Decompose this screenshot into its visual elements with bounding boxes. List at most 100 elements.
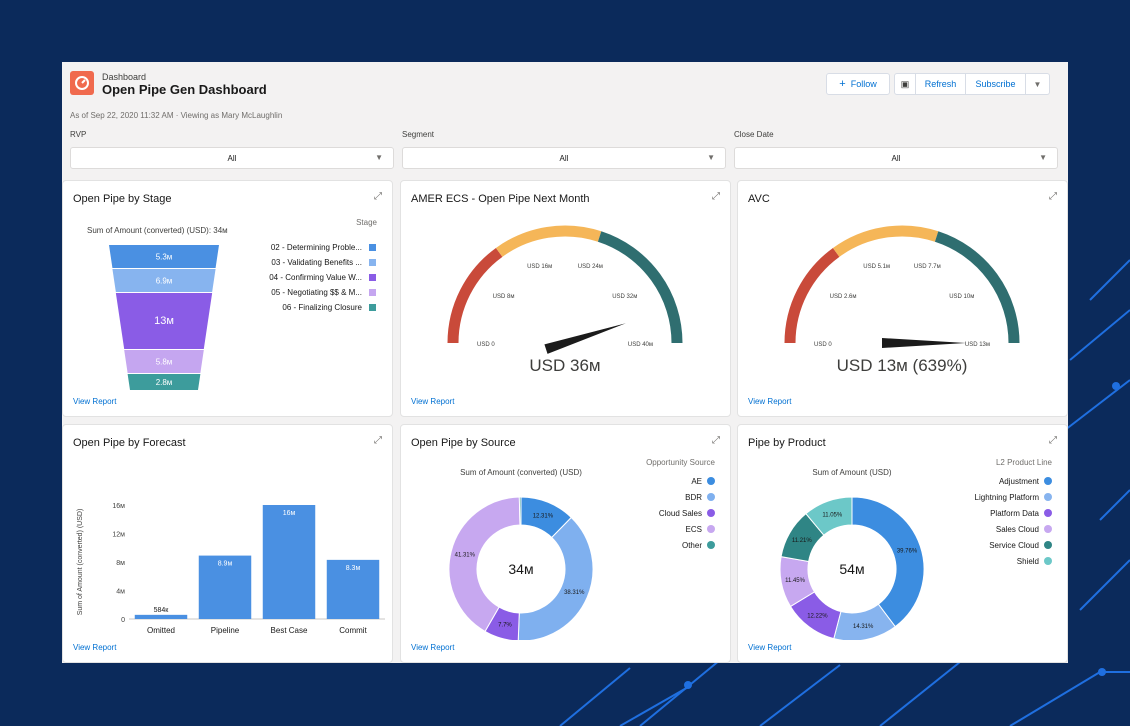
gauge-value: USD 13м (639%) — [837, 356, 968, 375]
expand-icon[interactable]: ⤢ — [374, 191, 382, 202]
gauge-tick-label: USD 13м — [965, 342, 990, 348]
legend-label: ECS — [686, 525, 702, 534]
layers-icon: ▣ — [900, 78, 910, 89]
card-open-pipe-by-forecast: Open Pipe by Forecast ⤢ 0 4м 8м 12м 16м Sum o… — [62, 424, 393, 663]
donut-slice-label: 11.45% — [785, 578, 806, 584]
view-report-link[interactable]: View Report — [411, 397, 455, 406]
more-actions-button[interactable]: ▼ — [1026, 73, 1050, 95]
bar-value-label: 16м — [283, 510, 296, 517]
legend-label: Lightning Platform — [975, 493, 1040, 502]
expand-icon[interactable]: ⤢ — [1049, 435, 1057, 446]
gauge-band — [597, 231, 683, 344]
bar — [326, 559, 380, 619]
follow-label: Follow — [850, 79, 877, 89]
legend-swatch — [1044, 541, 1052, 549]
donut-slice — [851, 496, 925, 628]
gauge-tick-label: USD 40м — [628, 342, 653, 348]
donut-slice-label: 39.76% — [897, 549, 918, 555]
gauge-tick-label: USD 0 — [477, 342, 495, 348]
filter-select-close-date[interactable]: All ▼ — [734, 147, 1058, 169]
legend-label: 04 - Confirming Value W... — [269, 273, 362, 282]
legend-label: Service Cloud — [989, 541, 1039, 550]
legend-label: Platform Data — [990, 509, 1039, 518]
filter-label-close-date: Close Date — [734, 130, 774, 139]
filter-select-segment[interactable]: All ▼ — [402, 147, 726, 169]
donut-slice-label: 7.7% — [498, 623, 512, 629]
funnel-segment — [115, 293, 213, 349]
donut-slice-label: 12.22% — [807, 614, 828, 620]
y-tick-label: 16м — [112, 503, 125, 510]
legend-label: 05 - Negotiating $$ & M... — [271, 288, 362, 297]
donut-slice — [518, 496, 522, 526]
refresh-button[interactable]: Refresh — [916, 73, 966, 95]
legend-label: Shield — [1017, 557, 1039, 566]
card-title: Pipe by Product — [748, 437, 826, 449]
header-actions: + Follow ▣ Refresh Subscribe ▼ — [826, 73, 1050, 95]
y-tick-label: 4м — [116, 589, 125, 596]
donut-slice-label: 14.31% — [853, 624, 874, 630]
card-title: Open Pipe by Stage — [73, 193, 172, 205]
gauge-tick-label: USD 32м — [612, 294, 637, 300]
card-title: Open Pipe by Forecast — [73, 437, 186, 449]
expand-icon[interactable]: ⤢ — [712, 435, 720, 446]
subscribe-button[interactable]: Subscribe — [966, 73, 1026, 95]
expand-icon[interactable]: ⤢ — [374, 435, 382, 446]
filter-select-rvp[interactable]: All ▼ — [70, 147, 394, 169]
legend-label: 03 - Validating Benefits ... — [271, 258, 362, 267]
view-report-link[interactable]: View Report — [748, 643, 792, 652]
bar — [134, 614, 188, 619]
view-report-link[interactable]: View Report — [73, 643, 117, 652]
legend-label: Adjustment — [999, 477, 1040, 486]
donut-slice-label: 11.05% — [822, 512, 843, 518]
x-tick-label: Commit — [339, 626, 367, 635]
donut-center-value: 34м — [508, 561, 533, 577]
expand-icon[interactable]: ⤢ — [712, 191, 720, 202]
donut-slice — [805, 496, 853, 536]
legend-label: AE — [691, 477, 702, 486]
filter-value: All — [227, 154, 237, 163]
breadcrumb[interactable]: Dashboard — [102, 72, 147, 82]
chevron-down-icon: ▼ — [1039, 153, 1047, 162]
y-axis-label: Sum of Amount (converted) (USD) — [77, 509, 84, 616]
gauge-band — [495, 225, 602, 257]
view-report-link[interactable]: View Report — [748, 397, 792, 406]
funnel-value-label: 6.9м — [156, 277, 173, 286]
gauge-tick-label: USD 24м — [578, 264, 603, 270]
chart-subtitle: Sum of Amount (converted) (USD) — [460, 468, 582, 477]
donut-chart: Sum of Amount (USD) L2 Product Line 39.76%… — [779, 458, 1053, 640]
y-tick-label: 0 — [121, 617, 125, 624]
funnel-segment — [127, 374, 201, 390]
view-report-link[interactable]: View Report — [73, 397, 117, 406]
chevron-down-icon: ▼ — [1033, 79, 1042, 89]
view-report-link[interactable]: View Report — [411, 643, 455, 652]
funnel-value-label: 5.3м — [156, 253, 173, 262]
legend-swatch — [707, 509, 715, 517]
gauge-band — [784, 247, 840, 344]
dashboard-theme-button[interactable]: ▣ — [894, 73, 916, 95]
legend-swatch — [369, 289, 376, 296]
gauge-tick-label: USD 2.6м — [830, 294, 857, 300]
filter-label-rvp: RVP — [70, 130, 87, 139]
bar — [198, 555, 252, 619]
funnel-value-label: 13м — [154, 315, 174, 327]
legend-title: Opportunity Source — [646, 458, 715, 467]
chevron-down-icon: ▼ — [375, 153, 383, 162]
card-amer-ecs: AMER ECS - Open Pipe Next Month ⤢ USD 0 U… — [400, 180, 731, 417]
gauge-tick-label: USD 10м — [949, 294, 974, 300]
dashboard-header: Dashboard Open Pipe Gen Dashboard As of … — [62, 62, 1068, 172]
card-title: Open Pipe by Source — [411, 437, 516, 449]
dashboard-logo-icon — [70, 71, 94, 95]
donut-center-value: 54м — [839, 561, 864, 577]
filter-value: All — [891, 154, 901, 163]
legend-swatch — [1044, 477, 1052, 485]
gauge-tick-label: USD 7.7м — [914, 264, 941, 270]
legend-swatch — [707, 525, 715, 533]
follow-button[interactable]: + Follow — [826, 73, 890, 95]
chart-subtitle: Sum of Amount (converted) (USD): 34м — [87, 226, 228, 235]
as-of-text: As of Sep 22, 2020 11:32 AM · Viewing as… — [70, 111, 283, 120]
card-title: AMER ECS - Open Pipe Next Month — [411, 193, 590, 205]
expand-icon[interactable]: ⤢ — [1049, 191, 1057, 202]
donut-slice-label: 41.31% — [455, 553, 476, 559]
card-avc: AVC ⤢ USD 0 USD 2.6м USD 5.1м USD 7.7м USD 1… — [737, 180, 1068, 417]
